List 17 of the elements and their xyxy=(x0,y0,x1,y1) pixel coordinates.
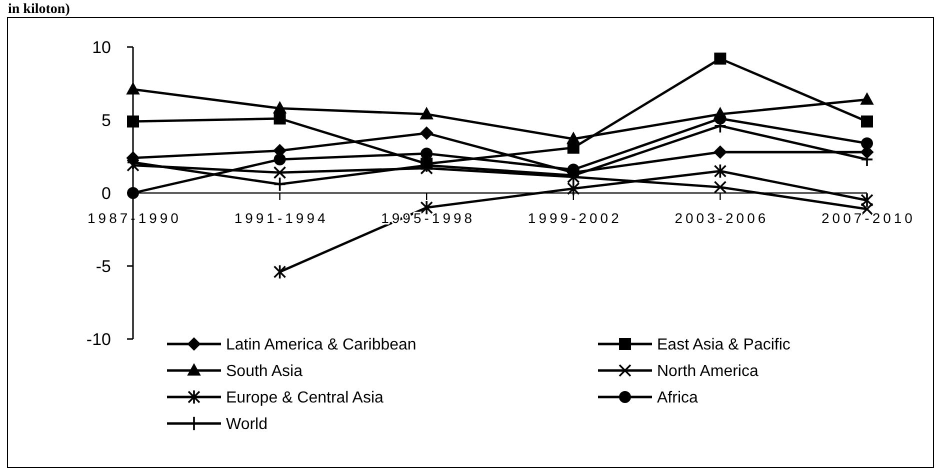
x-tick-label: 2003-2006 xyxy=(674,210,769,226)
legend-label: Europe & Central Asia xyxy=(226,390,384,407)
y-tick-label: 10 xyxy=(92,38,111,57)
legend-label: South Asia xyxy=(226,363,303,380)
legend-label: World xyxy=(226,416,268,434)
legend-label: Africa xyxy=(657,390,698,407)
chart-title: in kiloton) xyxy=(8,2,70,17)
y-tick-label: 5 xyxy=(102,110,111,130)
legend-label: East Asia & Pacific xyxy=(657,336,790,354)
x-tick-label: 2007-2010 xyxy=(822,210,916,226)
legend-label: North America xyxy=(657,363,758,380)
legend-label: Latin America & Caribbean xyxy=(226,336,416,354)
y-tick-label: 0 xyxy=(102,184,111,203)
y-tick-label: -10 xyxy=(86,330,111,349)
y-tick-label: -5 xyxy=(96,256,111,276)
x-tick-label: 1991-1994 xyxy=(234,210,328,226)
x-tick-label: 1999-2002 xyxy=(528,210,622,226)
